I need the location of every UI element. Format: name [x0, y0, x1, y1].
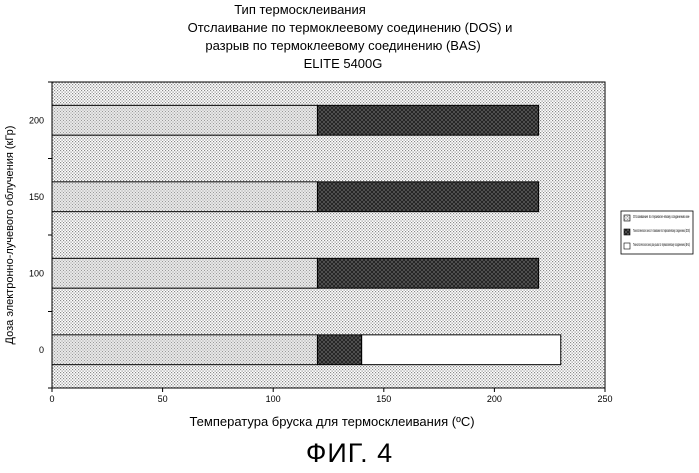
y-tick-label: 0: [39, 345, 44, 355]
legend-label: Отслаивание по термокле-евому соединению…: [633, 214, 690, 219]
bar-segment: [52, 182, 317, 212]
bar-segment: [52, 335, 317, 365]
title-line: Отслаивание по термоклеевому соединению …: [188, 20, 513, 35]
x-tick-label: 100: [266, 394, 281, 404]
bar-segment: [317, 335, 361, 365]
x-tick-label: 200: [487, 394, 502, 404]
legend-swatch: [624, 243, 630, 249]
bar-segment: [317, 105, 538, 135]
bar-segment: [52, 105, 317, 135]
bar-segment: [317, 182, 538, 212]
chart-title: Тип термосклеивания Отслаивание по термо…: [188, 2, 513, 71]
x-tick-label: 0: [49, 394, 54, 404]
x-ticks-layer: 0 50 100 150 200 250: [49, 388, 612, 404]
legend-label: Технологическое окно от-слаивания по тер…: [633, 228, 690, 233]
bar-segment: [52, 258, 317, 288]
x-tick-label: 50: [158, 394, 168, 404]
bar-segment: [362, 335, 561, 365]
x-axis-label: Температура бруска для термосклеивания (…: [189, 414, 474, 429]
bar-segment: [317, 258, 538, 288]
y-axis-label: Доза электронно-лучевого облучения (кГр): [4, 126, 16, 345]
title-line: разрыв по термоклеевому соединению (BAS): [205, 38, 480, 53]
y-ticks-layer: 0 100 150 200: [29, 82, 52, 388]
y-tick-label: 150: [29, 192, 44, 202]
x-tick-label: 150: [376, 394, 391, 404]
legend: Отслаивание по термокле-евому соединению…: [621, 211, 693, 254]
legend-label: Технологическое окно раз-рыва по термокл…: [633, 242, 690, 247]
legend-swatch: [624, 215, 630, 221]
title-line: ELITE 5400G: [304, 56, 383, 71]
figure-caption: ФИГ. 4: [0, 438, 699, 469]
legend-swatch: [624, 229, 630, 235]
title-line: Тип термосклеивания: [234, 2, 366, 17]
y-tick-label: 100: [29, 268, 44, 278]
y-tick-label: 200: [29, 115, 44, 125]
x-tick-label: 250: [597, 394, 612, 404]
